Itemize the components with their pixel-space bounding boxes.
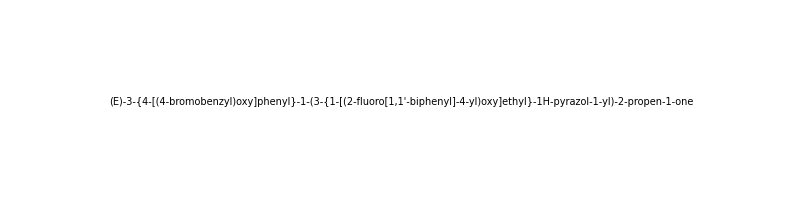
Text: (E)-3-{4-[(4-bromobenzyl)oxy]phenyl}-1-(3-{1-[(2-fluoro[1,1'-biphenyl]-4-yl)oxy]: (E)-3-{4-[(4-bromobenzyl)oxy]phenyl}-1-(… [109,97,693,107]
